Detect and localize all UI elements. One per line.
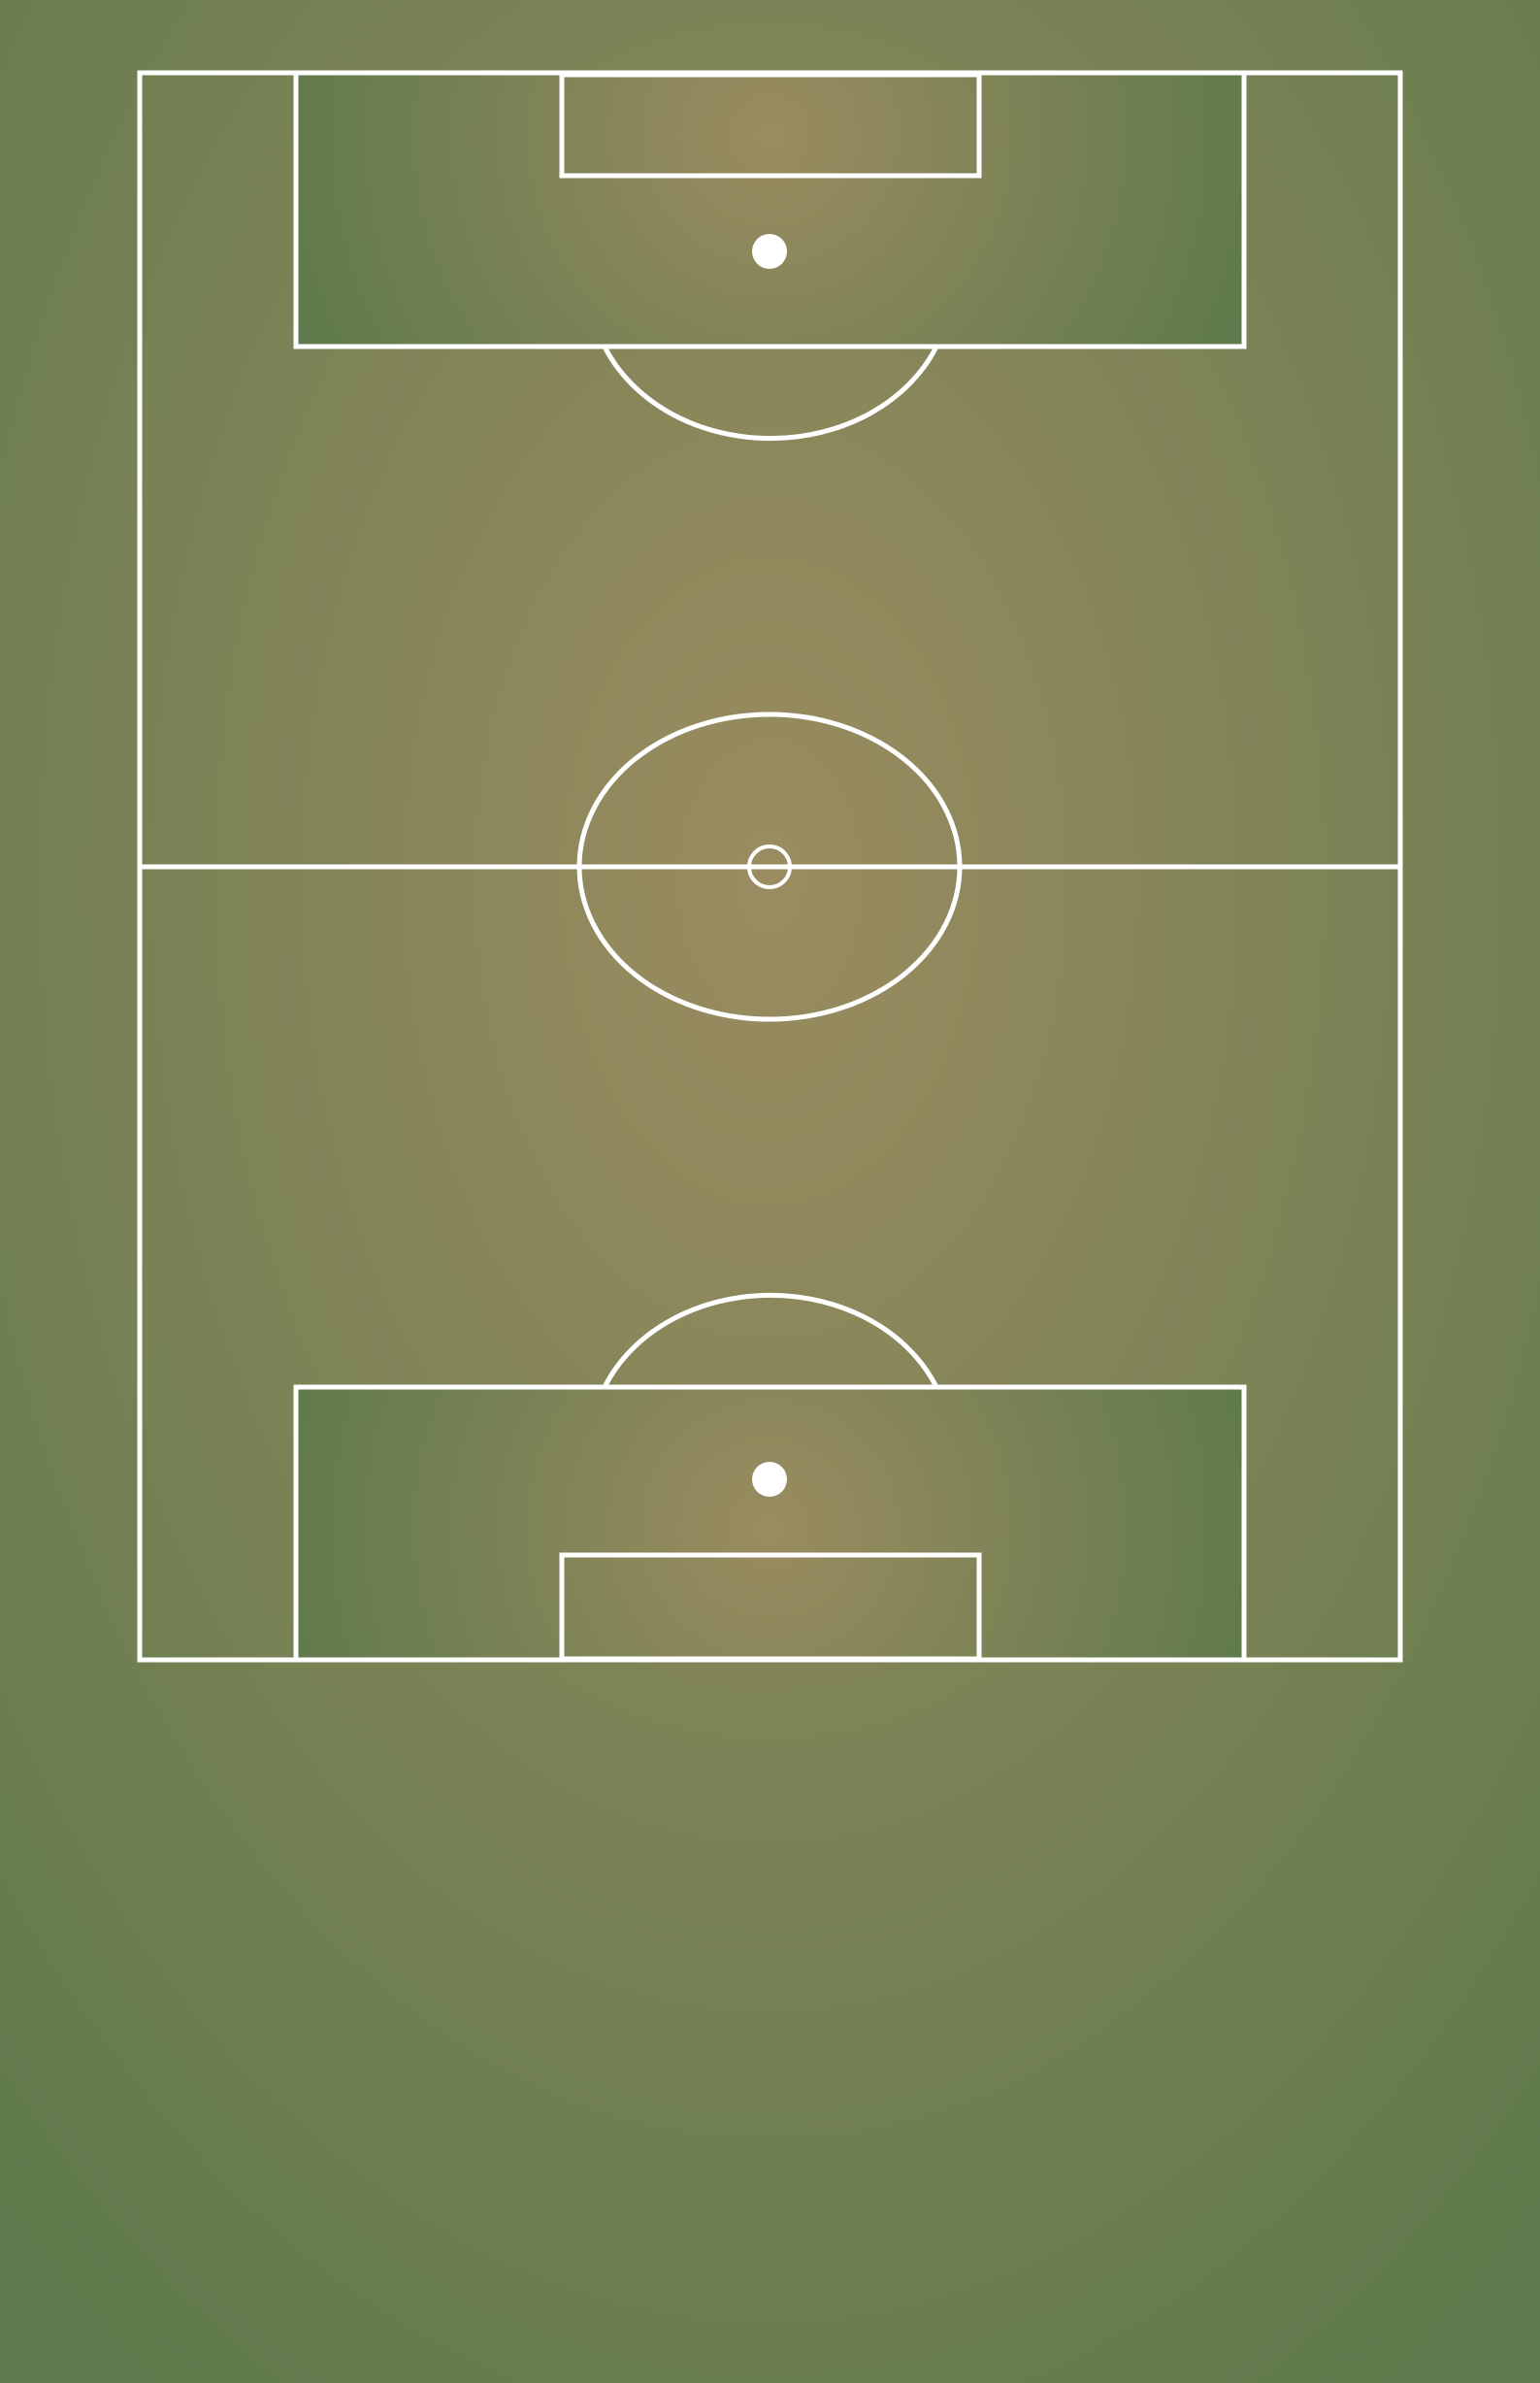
top-goal-area: [559, 72, 982, 179]
bottom-penalty-area-fill: [296, 1387, 1244, 1660]
top-penalty-area-fill: [296, 73, 1244, 347]
top-penalty-spot: [752, 234, 787, 269]
center-circle: [576, 712, 963, 1022]
bottom-goal-area: [559, 1552, 982, 1662]
center-spot: [747, 844, 792, 889]
top-penalty-arc: [602, 345, 939, 442]
bottom-penalty-arc: [602, 1292, 939, 1389]
bottom-penalty-spot: [752, 1462, 787, 1497]
